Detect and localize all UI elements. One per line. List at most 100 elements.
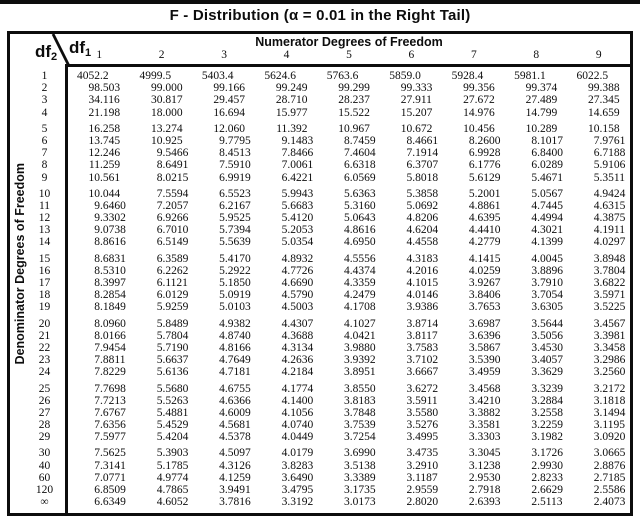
value-cell: 3.6987 <box>468 317 501 330</box>
value-cell: 5.4120 <box>281 212 314 225</box>
value-cell: 6.3707 <box>406 159 439 172</box>
value-cell: 3.3981 <box>593 329 626 342</box>
table-row: 6 13.745 10.925 9.7795 9.1483 8.7459 8.4661 8.2… <box>10 135 630 147</box>
value-cell: 5.7190 <box>156 341 189 354</box>
value-cell: 9.6460 <box>94 199 126 212</box>
table-row: 24 7.8229 5.6136 4.7181 4.2184 3.8951 3.6667 3.… <box>10 366 630 378</box>
row-label: 25 <box>38 382 51 395</box>
table-row: 18 8.2854 6.0129 5.0919 4.5790 4.2479 4.0146 3.… <box>10 289 630 301</box>
value-cell: 29.457 <box>213 94 245 107</box>
value-cell: 2.8020 <box>406 496 439 509</box>
table-row: 12 9.3302 6.9266 5.9525 5.4120 5.0643 4.8206 4.… <box>10 212 630 224</box>
numerator-axis-label: Numerator Degrees of Freedom <box>255 35 443 49</box>
value-cell: 3.1982 <box>531 431 563 444</box>
row-group: 20 8.0960 5.8489 4.9382 4.4307 4.1027 3.8714 3.… <box>10 318 630 379</box>
value-cell: 4.9382 <box>219 317 251 330</box>
value-cell: 4.4374 <box>344 264 376 277</box>
value-cell: 8.4661 <box>406 134 439 147</box>
table-row: 7 12.246 9.5466 8.4513 7.8466 7.4604 7.1914 6.9… <box>10 147 630 159</box>
value-cell: 4.2479 <box>344 289 376 302</box>
value-cell: 2.9559 <box>406 484 439 496</box>
value-cell: 7.5594 <box>156 187 189 200</box>
value-cell: 4.8616 <box>344 224 376 237</box>
value-cell: 5763.6 <box>326 70 359 82</box>
value-cell: 3.5580 <box>406 406 439 419</box>
value-cell: 7.7698 <box>94 382 126 395</box>
value-cell: 3.1735 <box>344 484 376 496</box>
value-cell: 7.8229 <box>94 366 126 379</box>
table-row: 22 7.9454 5.7190 4.8166 4.3134 3.9880 3.7583 3.… <box>10 342 630 354</box>
value-cell: 5.3160 <box>344 199 376 212</box>
value-cell: 13.745 <box>88 134 121 147</box>
row-label: 22 <box>38 341 51 354</box>
row-label: 23 <box>38 354 51 367</box>
value-cell: 3.5911 <box>406 394 438 407</box>
value-cell: 3.0665 <box>593 447 626 460</box>
value-cell: 4.1911 <box>593 224 625 237</box>
table-row: ∞ 6.6349 4.6052 3.7816 3.3192 3.0173 2.8020 2.6… <box>10 496 630 508</box>
table-row: 16 8.5310 6.2262 5.2922 4.7726 4.4374 4.2016 4.… <box>10 265 630 277</box>
value-cell: 4.5556 <box>344 252 376 265</box>
row-label: 29 <box>38 431 51 444</box>
value-cell: 3.9491 <box>219 484 251 496</box>
value-cell: 3.3239 <box>531 382 563 395</box>
value-cell: 3.4995 <box>406 431 439 444</box>
value-cell: 3.6990 <box>344 447 376 460</box>
value-cell: 9.5466 <box>156 147 189 160</box>
row-label: 11 <box>38 199 51 212</box>
value-cell: 3.3303 <box>468 431 501 444</box>
value-cell: 3.6822 <box>593 277 626 289</box>
value-cell: 3.3458 <box>593 341 626 354</box>
value-cell: 3.2986 <box>593 354 626 367</box>
value-cell: 5.9259 <box>156 301 189 314</box>
table-row: 2 98.503 99.000 99.166 99.249 99.299 99.333 99.… <box>10 82 630 94</box>
row-label-divider <box>65 64 68 513</box>
value-cell: 8.4513 <box>219 147 251 160</box>
value-cell: 3.7804 <box>593 264 626 277</box>
value-cell: 3.7539 <box>344 419 376 432</box>
value-cell: 98.503 <box>88 82 121 95</box>
value-cell: 4.4994 <box>531 212 563 225</box>
value-cell: 9.0738 <box>94 224 126 237</box>
column-header: 7 <box>470 49 477 61</box>
column-header: 3 <box>221 49 227 61</box>
value-cell: 4.6755 <box>219 382 251 395</box>
value-cell: 6.8400 <box>531 147 563 160</box>
value-cell: 3.8714 <box>406 317 439 330</box>
value-cell: 5.1850 <box>219 277 251 289</box>
value-cell: 6.4221 <box>281 171 314 184</box>
row-group: 5 16.258 13.274 12.060 11.392 10.967 10.672 10.… <box>10 123 630 184</box>
value-cell: 8.1017 <box>531 134 563 147</box>
value-cell: 8.6491 <box>156 159 189 172</box>
row-group: 25 7.7698 5.5680 4.6755 4.1774 3.8550 3.6272 3.… <box>10 383 630 444</box>
value-cell: 5.5680 <box>156 382 189 395</box>
row-label: 2 <box>41 82 48 95</box>
value-cell: 4.1415 <box>468 252 501 265</box>
value-cell: 3.6272 <box>406 382 439 395</box>
value-cell: 4.1774 <box>281 382 314 395</box>
column-header: 2 <box>158 49 165 61</box>
value-cell: 4.1056 <box>281 406 314 419</box>
value-cell: 7.3141 <box>94 459 126 472</box>
corner-column-variable: df1 <box>69 38 92 59</box>
value-cell: 4.7726 <box>281 264 314 277</box>
value-cell: 13.274 <box>150 122 183 135</box>
value-cell: 3.9880 <box>344 341 376 354</box>
value-cell: 2.7185 <box>593 471 626 484</box>
value-cell: 3.8183 <box>344 394 376 407</box>
value-cell: 10.672 <box>400 122 433 135</box>
value-cell: 4.2779 <box>468 236 501 249</box>
value-cell: 3.4210 <box>468 394 501 407</box>
value-cell: 99.249 <box>275 82 308 95</box>
value-cell: 5.8489 <box>156 317 189 330</box>
value-cell: 27.345 <box>588 94 620 107</box>
value-cell: 5.3903 <box>156 447 189 460</box>
row-group: 30 7.5625 5.3903 4.5097 4.0179 3.6990 3.4735 3.… <box>10 447 630 508</box>
column-header: 5 <box>346 49 352 61</box>
value-cell: 2.5113 <box>531 496 563 509</box>
value-cell: 5.5639 <box>219 236 251 249</box>
value-cell: 3.1726 <box>531 447 563 460</box>
value-cell: 10.044 <box>88 187 121 200</box>
value-cell: 3.6396 <box>468 329 501 342</box>
value-cell: 4.3875 <box>593 212 626 225</box>
